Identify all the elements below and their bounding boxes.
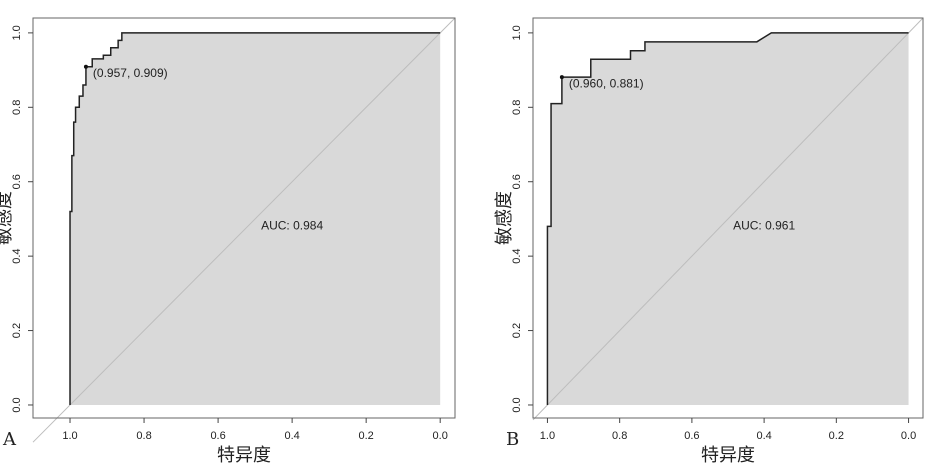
y-tick-label: 0.8 xyxy=(11,100,23,115)
x-tick-label: 0.2 xyxy=(829,430,844,442)
threshold-point xyxy=(83,64,88,69)
y-tick-label: 0.0 xyxy=(11,397,23,412)
y-tick-label: 1.0 xyxy=(511,25,523,40)
auc-label: AUC: 0.961 xyxy=(733,219,795,233)
roc-curve xyxy=(69,32,441,405)
y-tick-label: 0.2 xyxy=(511,323,523,338)
diagonal xyxy=(532,17,924,421)
x-tick-label: 0.6 xyxy=(210,430,225,442)
plot-frame xyxy=(532,17,924,419)
plot-frame xyxy=(32,17,456,419)
threshold-label: (0.957, 0.909) xyxy=(93,66,168,80)
x-tick-label: 0.0 xyxy=(901,430,916,442)
x-tick-label: 0.8 xyxy=(612,430,627,442)
roc-curve xyxy=(546,32,909,405)
x-tick-label: 1.0 xyxy=(540,430,555,442)
y-tick-label: 0.2 xyxy=(11,323,23,338)
x-tick-label: 0.4 xyxy=(284,430,299,442)
x-tick-label: 1.0 xyxy=(62,430,77,442)
x-tick-label: 0.2 xyxy=(359,430,374,442)
threshold-label: (0.960, 0.881) xyxy=(569,76,644,90)
y-axis-title: 敏感度 xyxy=(494,191,515,245)
y-axis-title: 敏感度 xyxy=(0,191,15,245)
auc-label: AUC: 0.984 xyxy=(261,219,323,233)
y-tick-label: 0.4 xyxy=(11,248,23,263)
y-tick-label: 0.4 xyxy=(511,248,523,263)
threshold-point xyxy=(559,75,564,80)
x-axis-title: 特异度 xyxy=(217,445,271,466)
x-tick-label: 0.4 xyxy=(756,430,771,442)
y-tick-label: 1.0 xyxy=(11,25,23,40)
x-tick-label: 0.6 xyxy=(684,430,699,442)
diagonal xyxy=(32,17,456,443)
panel-label: B xyxy=(506,429,519,450)
y-tick-label: 0.6 xyxy=(511,174,523,189)
y-tick-label: 0.0 xyxy=(511,397,523,412)
y-tick-label: 0.6 xyxy=(11,174,23,189)
x-axis-title: 特异度 xyxy=(701,445,755,466)
x-tick-label: 0.0 xyxy=(433,430,448,442)
x-tick-label: 0.8 xyxy=(136,430,151,442)
panel-label: A xyxy=(2,429,17,450)
y-tick-label: 0.8 xyxy=(511,100,523,115)
